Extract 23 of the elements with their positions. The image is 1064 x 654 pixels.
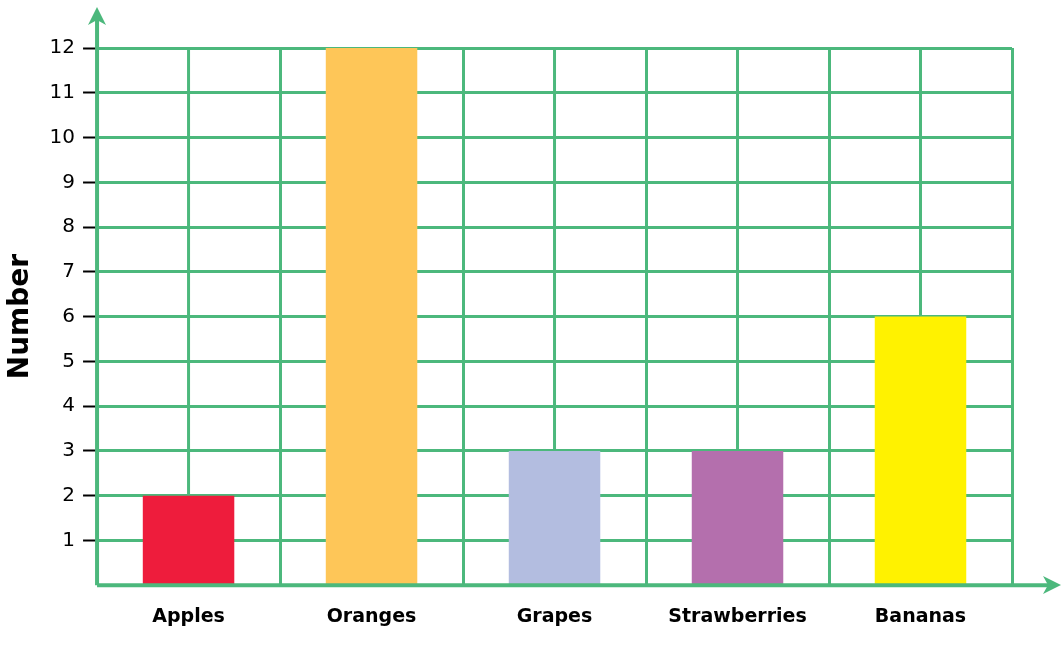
x-tick-label: Bananas [874, 603, 967, 626]
y-tick-label: 9 [62, 168, 76, 193]
bar [874, 316, 967, 586]
bar [142, 495, 235, 586]
y-tick-label: 5 [62, 347, 76, 372]
y-tick-label: 1 [62, 526, 76, 551]
y-tick-label: 10 [49, 123, 76, 148]
y-tick-label: 6 [62, 302, 76, 327]
y-tick-label: 8 [62, 213, 76, 238]
y-tick-label: 3 [62, 437, 76, 462]
y-tick-label: 11 [49, 78, 76, 103]
bar [325, 48, 418, 586]
bar [691, 450, 784, 586]
bar [508, 450, 601, 586]
x-tick-label: Grapes [516, 603, 593, 626]
y-tick-label: 7 [62, 258, 76, 283]
y-tick-label: 4 [62, 392, 76, 417]
y-axis-title: Number [2, 253, 36, 380]
y-tick-label: 2 [62, 481, 76, 506]
x-tick-label: Apples [152, 603, 225, 626]
y-tick-label: 12 [49, 34, 76, 59]
x-tick-label: Strawberries [668, 603, 807, 626]
x-tick-label: Oranges [326, 603, 417, 626]
